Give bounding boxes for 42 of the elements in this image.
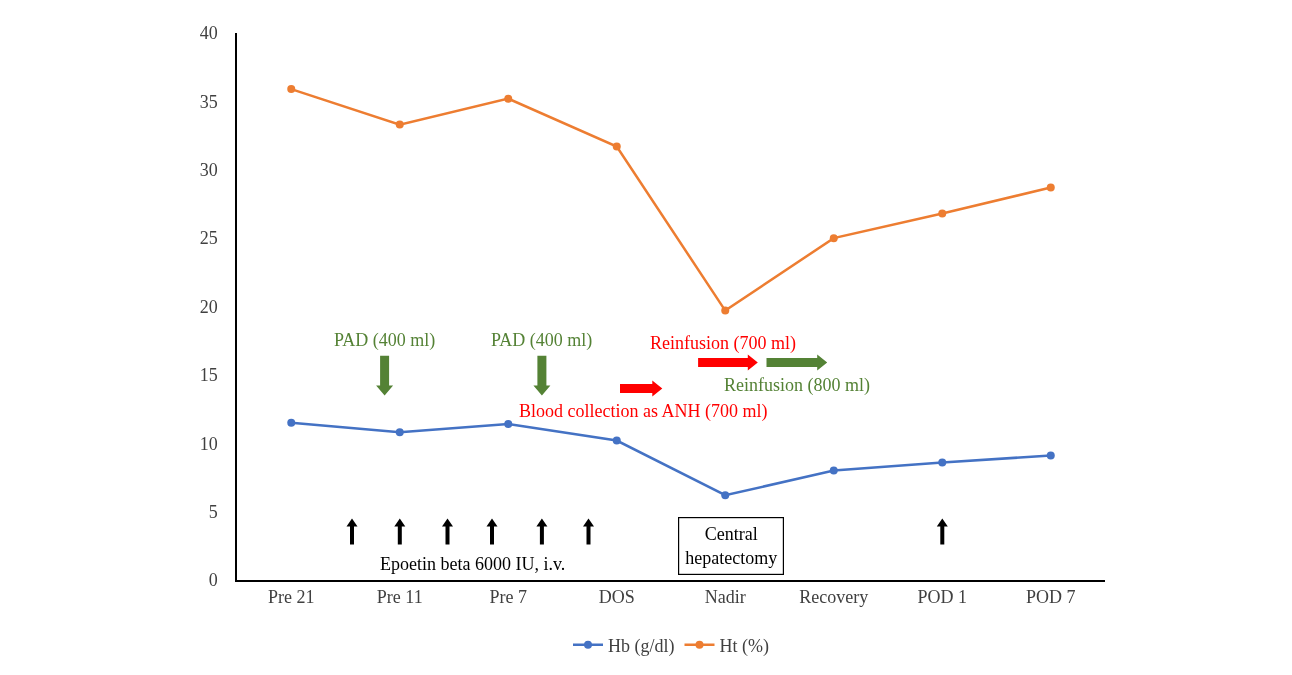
- annotation: PAD (400 ml): [334, 330, 436, 351]
- point: [287, 418, 296, 427]
- y-tick-label: 35: [199, 91, 218, 112]
- point: [395, 120, 404, 129]
- legend-label: Hb (g/dl): [608, 635, 675, 657]
- y-tick-label: 20: [199, 296, 218, 317]
- annotation: Reinfusion (800 ml): [724, 375, 870, 396]
- point: [287, 85, 296, 94]
- point: [829, 466, 838, 475]
- point: [612, 436, 621, 445]
- point: [612, 142, 621, 151]
- x-tick-label: Pre 7: [489, 587, 527, 608]
- point: [721, 306, 730, 315]
- point: [1046, 183, 1055, 192]
- x-tick-label: Pre 21: [268, 587, 315, 608]
- x-tick-label: Pre 11: [376, 587, 423, 608]
- point: [829, 234, 838, 243]
- x-tick-label: POD 1: [917, 587, 968, 608]
- y-tick-label: 15: [199, 365, 218, 386]
- annotation: Central hepatectomy: [685, 524, 778, 568]
- y-tick-label: 5: [208, 501, 218, 522]
- point: [938, 209, 947, 218]
- y-tick-label: 25: [199, 228, 218, 249]
- y-tick-label: 0: [208, 570, 218, 591]
- x-tick-label: Nadir: [704, 587, 746, 608]
- y-tick-label: 40: [199, 23, 218, 44]
- point: [504, 420, 513, 429]
- y-tick-label: 10: [199, 433, 218, 454]
- y-tick-label: 30: [199, 160, 218, 181]
- annotation: Blood collection as ANH (700 ml): [519, 401, 768, 422]
- legend-label: Ht (%): [719, 635, 769, 657]
- point: [395, 428, 404, 437]
- annotation: Epoetin beta 6000 IU, i.v.: [380, 554, 566, 574]
- x-tick-label: POD 7: [1025, 587, 1076, 608]
- point: [938, 458, 947, 467]
- point: [504, 94, 513, 103]
- point: [1046, 451, 1055, 460]
- annotation: PAD (400 ml): [491, 330, 593, 351]
- x-tick-label: DOS: [598, 587, 635, 608]
- annotation: Reinfusion (700 ml): [650, 333, 796, 354]
- x-tick-label: Recovery: [799, 587, 869, 608]
- point: [721, 491, 730, 500]
